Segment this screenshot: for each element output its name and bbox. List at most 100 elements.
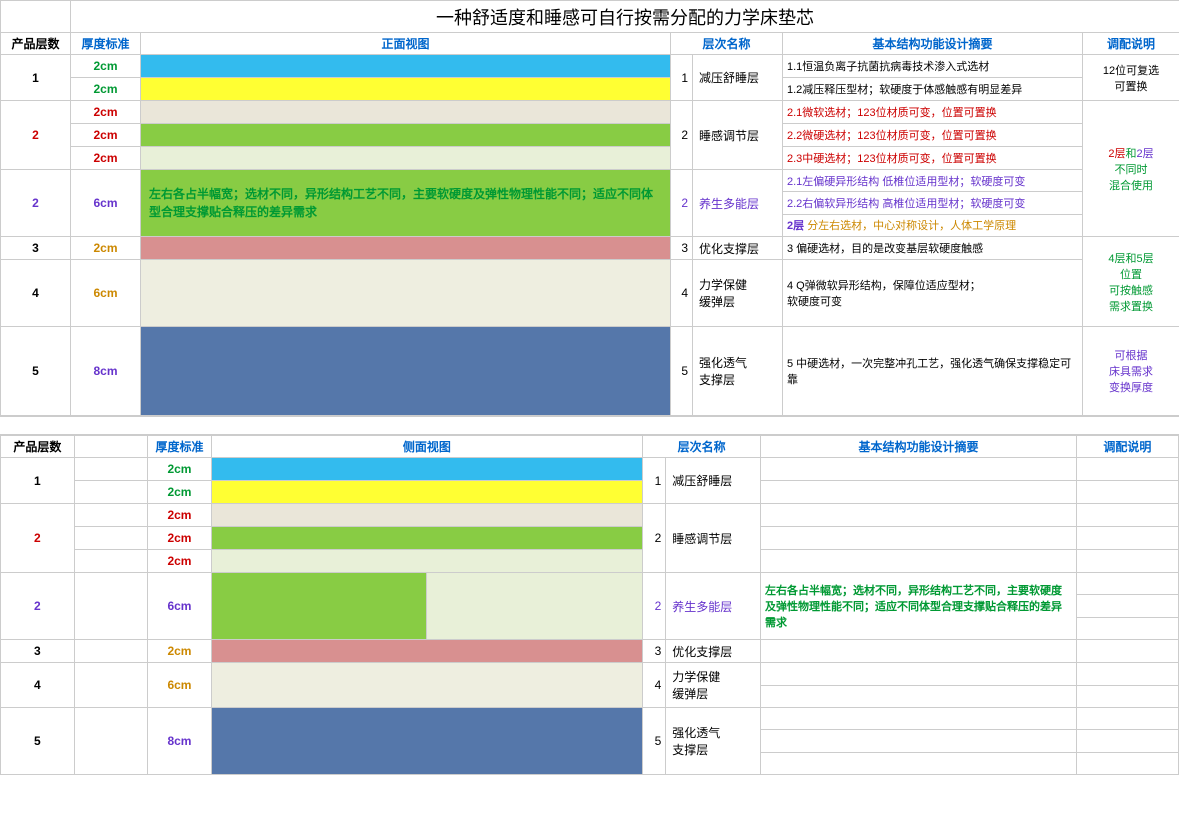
table-row: 58cm5强化透气支撑层 — [1, 708, 1179, 730]
empty-cell — [74, 436, 148, 458]
table-row: 12cm1减压舒睡层1.1恒温负离子抗菌抗病毒技术渗入式选材12位可复选可置换 — [1, 55, 1179, 78]
layer-swatch — [141, 327, 671, 416]
layer-index: 2 — [671, 101, 693, 170]
layer-swatch — [141, 124, 671, 147]
table-row: 12cm1减压舒睡层 — [1, 458, 1179, 481]
empty-cell — [1076, 752, 1178, 774]
thickness-value: 2cm — [148, 527, 211, 550]
thickness-value: 2cm — [71, 147, 141, 170]
layer-name: 减压舒睡层 — [666, 458, 761, 504]
table-row: 26cm 2养生多能层左右各占半幅宽；选材不同，异形结构工艺不同，主要软硬度及弹… — [1, 573, 1179, 595]
layer-name: 养生多能层 — [693, 170, 783, 237]
col-product-layer: 产品层数 — [1, 33, 71, 55]
empty-cell — [761, 640, 1077, 663]
layer-description: 2.1微软选材；123位材质可变，位置可置换 — [783, 101, 1083, 124]
bottom-table: 产品层数 厚度标准 侧面视图 层次名称 基本结构功能设计摘要 调配说明12cm1… — [0, 435, 1179, 775]
empty-cell — [74, 640, 148, 663]
thickness-value: 2cm — [71, 124, 141, 147]
layer-description: 2.2微硬选材；123位材质可变，位置可置换 — [783, 124, 1083, 147]
layer-index: 2 — [643, 504, 666, 573]
col-tuning: 调配说明 — [1076, 436, 1178, 458]
layer-swatch — [211, 550, 643, 573]
layer-swatch — [211, 504, 643, 527]
table-row: 2cm 1.2减压释压型材；软硬度于体感触感有明显差异 — [1, 78, 1179, 101]
thickness-value: 8cm — [148, 708, 211, 775]
layer-number: 2 — [1, 573, 75, 640]
tuning-note: 2层和2层不同时混合使用 — [1083, 101, 1179, 237]
empty-cell — [1076, 504, 1178, 527]
layer-index: 4 — [643, 663, 666, 708]
layer-index: 5 — [671, 327, 693, 416]
main-title: 一种舒适度和睡感可自行按需分配的力学床垫芯 — [71, 1, 1179, 33]
table-row: 2cm — [1, 481, 1179, 504]
col-layer-name: 层次名称 — [643, 436, 761, 458]
mattress-diagram: 一种舒适度和睡感可自行按需分配的力学床垫芯 产品层数 厚度标准 正面视图 层次名… — [0, 0, 1179, 775]
layer-index: 4 — [671, 260, 693, 327]
tuning-note: 可根据床具需求变换厚度 — [1083, 327, 1179, 416]
empty-cell — [761, 527, 1077, 550]
layer-swatch — [211, 458, 643, 481]
col-struct-desc: 基本结构功能设计摘要 — [761, 436, 1077, 458]
layer-number: 3 — [1, 237, 71, 260]
layer-description: 1.2减压释压型材；软硬度于体感触感有明显差异 — [783, 78, 1083, 101]
empty-cell — [761, 481, 1077, 504]
empty-cell — [1076, 550, 1178, 573]
empty-cell — [1076, 481, 1178, 504]
col-thickness: 厚度标准 — [71, 33, 141, 55]
table-row: 22cm2睡感调节层 — [1, 504, 1179, 527]
table-row: 46cm4力学保健缓弹层 — [1, 663, 1179, 686]
layer-index: 1 — [671, 55, 693, 101]
empty-cell — [761, 730, 1077, 752]
layer-swatch — [211, 640, 643, 663]
layer-index: 5 — [643, 708, 666, 775]
layer-number: 2 — [1, 170, 71, 237]
title-row: 一种舒适度和睡感可自行按需分配的力学床垫芯 — [1, 1, 1179, 33]
thickness-value: 2cm — [148, 458, 211, 481]
col-layer-name: 层次名称 — [671, 33, 783, 55]
layer-name: 睡感调节层 — [693, 101, 783, 170]
empty-cell — [74, 573, 148, 640]
layer-swatch — [141, 260, 671, 327]
layer-name: 力学保健缓弹层 — [666, 663, 761, 708]
layer-description: 左右各占半幅宽；选材不同，异形结构工艺不同，主要软硬度及弹性物理性能不同；适应不… — [761, 573, 1077, 640]
thickness-value: 2cm — [71, 237, 141, 260]
thickness-value: 6cm — [71, 260, 141, 327]
layer-swatch — [141, 101, 671, 124]
empty-cell — [74, 708, 148, 775]
layer-swatch — [211, 708, 643, 775]
thickness-value: 2cm — [71, 101, 141, 124]
empty-cell — [761, 504, 1077, 527]
empty-cell — [1076, 730, 1178, 752]
table-row: 2cm — [1, 550, 1179, 573]
empty-cell — [1076, 685, 1178, 708]
thickness-value: 8cm — [71, 327, 141, 416]
layer-description: 1.1恒温负离子抗菌抗病毒技术渗入式选材 — [783, 55, 1083, 78]
thickness-value: 2cm — [71, 78, 141, 101]
tuning-note: 12位可复选可置换 — [1083, 55, 1179, 101]
col-tuning: 调配说明 — [1083, 33, 1179, 55]
layer-number: 5 — [1, 327, 71, 416]
layer-swatch — [141, 237, 671, 260]
col-thickness: 厚度标准 — [148, 436, 211, 458]
layer-name: 强化透气支撑层 — [666, 708, 761, 775]
layer-index: 1 — [643, 458, 666, 504]
table-row: 32cm3优化支撑层3 偏硬选材，目的是改变基层软硬度触感4层和5层位置可按触感… — [1, 237, 1179, 260]
table-row: 2cm — [1, 527, 1179, 550]
layer-swatch — [211, 573, 643, 640]
col-side-view: 侧面视图 — [211, 436, 643, 458]
empty-cell — [761, 685, 1077, 708]
layer-number: 2 — [1, 101, 71, 170]
empty-cell — [1, 1, 71, 33]
layer-description: 2.3中硬选材；123位材质可变，位置可置换 — [783, 147, 1083, 170]
empty-cell — [1076, 708, 1178, 730]
empty-cell — [761, 550, 1077, 573]
layer-number: 2 — [1, 504, 75, 573]
table-row: 26cm 左右各占半幅宽；选材不同，异形结构工艺不同，主要软硬度及弹性物理性能不… — [1, 170, 1179, 192]
layer-description: 5 中硬选材，一次完整冲孔工艺，强化透气确保支撑稳定可靠 — [783, 327, 1083, 416]
layer-description: 2层 分左右选材，中心对称设计，人体工学原理 — [783, 214, 1083, 236]
spacer — [0, 416, 1179, 435]
empty-cell — [1076, 617, 1178, 639]
thickness-value: 2cm — [148, 640, 211, 663]
empty-cell — [761, 458, 1077, 481]
table-row: 32cm3优化支撑层 — [1, 640, 1179, 663]
